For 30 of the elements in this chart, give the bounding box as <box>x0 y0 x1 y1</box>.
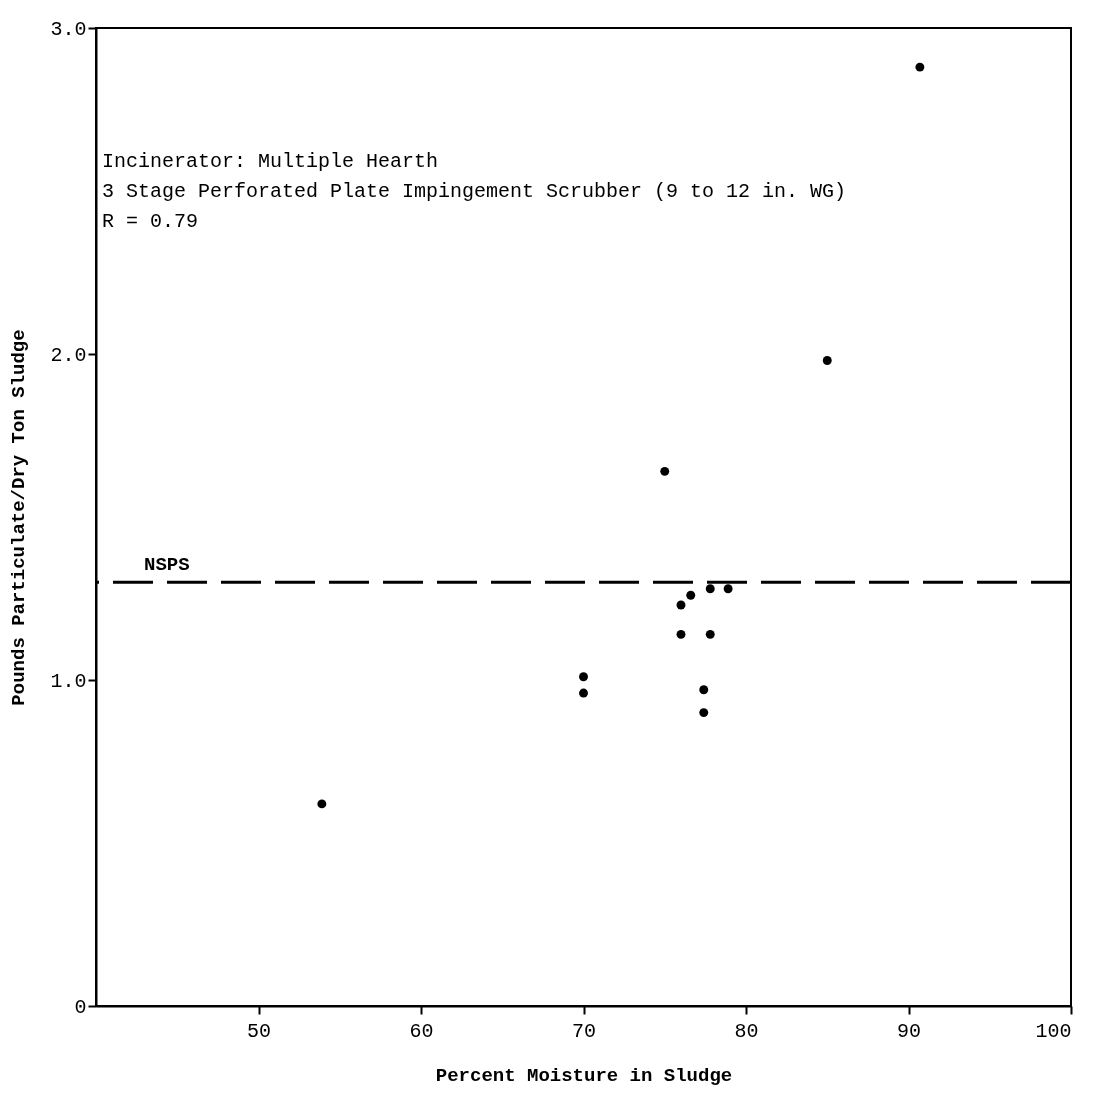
point <box>723 584 733 594</box>
point <box>579 672 588 682</box>
point <box>699 708 709 718</box>
point <box>579 688 588 698</box>
y-tick-label: 1.0 <box>50 669 87 693</box>
y-axis-title: Pounds Particulate/Dry Ton Sludge <box>8 329 31 706</box>
x-axis-title: Percent Moisture in Sludge <box>435 1064 733 1087</box>
annotation: 3 Stage Perforated Plate Impingement Scrubber (9 to 12 in. WG) <box>102 180 847 203</box>
x-tick-label: 100 <box>1035 1019 1072 1043</box>
x-tick-label: 50 <box>246 1019 272 1043</box>
point <box>822 356 832 365</box>
y-tick-label: 0 <box>74 995 87 1019</box>
point <box>686 590 696 600</box>
annotation: R = 0.79 <box>102 210 199 233</box>
y-tick-label: 2.0 <box>50 343 87 367</box>
x-tick-label: 70 <box>571 1019 597 1043</box>
point <box>676 629 686 639</box>
point <box>915 62 925 72</box>
point <box>705 629 715 639</box>
point <box>317 799 327 809</box>
annotation: Incinerator: Multiple Hearth <box>102 150 439 173</box>
x-tick-label: 80 <box>734 1019 759 1043</box>
point <box>705 584 715 594</box>
point <box>660 466 670 476</box>
point <box>699 685 709 695</box>
point <box>676 600 686 610</box>
y-tick-label: 3.0 <box>50 17 87 41</box>
x-tick-label: 60 <box>409 1019 434 1043</box>
x-tick-label: 90 <box>896 1019 922 1043</box>
ref-line-label: NSPS <box>144 554 190 577</box>
